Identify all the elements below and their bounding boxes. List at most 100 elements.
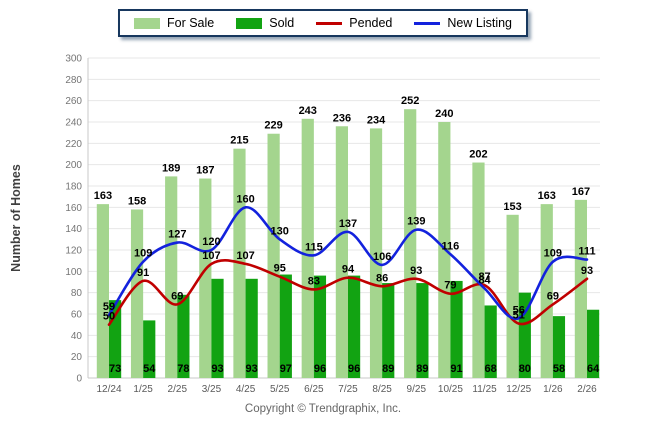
y-tick-label: 120	[65, 246, 82, 257]
y-tick-label: 0	[76, 374, 82, 385]
sold-value-label: 89	[416, 363, 428, 375]
pended-value-label: 107	[202, 250, 220, 262]
legend-item-new-listing: New Listing	[414, 16, 512, 30]
for-sale-bar	[574, 199, 587, 378]
new-listing-line	[107, 206, 589, 320]
new-listing-value-label: 109	[134, 248, 152, 260]
pended-value-label: 50	[103, 311, 115, 323]
pended-value-label: 51	[513, 310, 525, 322]
x-tick-label: 12/24	[96, 384, 121, 395]
new-listing-value-label: 160	[236, 193, 254, 205]
sold-value-label: 93	[211, 363, 223, 375]
new-listing-value-label: 59	[103, 301, 115, 313]
y-tick-label: 60	[71, 310, 83, 321]
sold-swatch	[236, 17, 263, 29]
y-tick-label: 80	[71, 288, 83, 299]
for-sale-value-label: 252	[401, 95, 419, 107]
sold-value-label: 93	[246, 363, 258, 375]
for-sale-value-label: 163	[538, 190, 556, 202]
x-tick-label: 8/25	[372, 384, 392, 395]
x-tick-label: 12/25	[506, 384, 531, 395]
legend-label-sold: Sold	[269, 16, 295, 30]
chart-canvas: 0 20 40 60 80 100 120 140 160 180 200 220 240 260 280 3…	[9, 54, 600, 396]
sold-value-label: 78	[177, 363, 189, 375]
sold-value-label: 97	[280, 363, 292, 375]
legend-item-sold: Sold	[236, 16, 294, 30]
sold-bar	[450, 280, 463, 378]
for-sale-value-label: 163	[94, 190, 112, 202]
for-sale-swatch	[133, 17, 160, 29]
sold-bar	[484, 305, 497, 378]
chart-legend: For Sale Sold Pended New Listing	[117, 9, 529, 37]
x-tick-label: 2/25	[168, 384, 188, 395]
y-tick-label: 240	[65, 118, 82, 129]
x-tick-label: 10/25	[438, 384, 463, 395]
y-tick-label: 300	[65, 54, 82, 65]
sold-bar	[382, 283, 395, 378]
for-sale-value-label: 167	[572, 186, 590, 198]
y-axis-title: Number of Homes	[9, 164, 23, 272]
for-sale-value-label: 236	[333, 112, 351, 124]
for-sale-value-label: 202	[469, 149, 487, 161]
for-sale-value-label: 158	[128, 195, 146, 207]
y-tick-label: 160	[65, 203, 82, 214]
copyright-text: Copyright © Trendgraphix, Inc.	[244, 403, 402, 415]
for-sale-value-label: 243	[299, 105, 317, 117]
pended-value-label: 93	[410, 265, 422, 277]
for-sale-bar	[404, 109, 417, 378]
pended-value-label: 86	[376, 272, 388, 284]
pended-value-label: 107	[236, 250, 254, 262]
for-sale-value-label: 234	[367, 114, 386, 126]
for-sale-bar	[130, 209, 144, 378]
y-tick-label: 40	[71, 331, 83, 342]
pended-value-label: 69	[547, 290, 559, 302]
sold-bar	[416, 283, 429, 378]
x-tick-label: 11/25	[472, 384, 497, 395]
x-tick-label: 6/25	[304, 384, 324, 395]
legend-item-for-sale: For Sale	[133, 16, 215, 30]
for-sale-bar	[335, 126, 348, 379]
pended-value-label: 95	[274, 263, 286, 275]
for-sale-value-label: 215	[230, 135, 248, 147]
pended-value-label: 83	[308, 275, 320, 287]
for-sale-bar	[165, 176, 178, 378]
x-tick-label: 9/25	[407, 384, 427, 395]
new-listing-value-label: 137	[339, 218, 357, 230]
sold-bar	[177, 294, 190, 378]
pended-value-label: 93	[581, 265, 593, 277]
sold-value-label: 80	[519, 363, 531, 375]
for-sale-bar	[301, 118, 314, 379]
x-tick-label: 1/25	[133, 384, 153, 395]
new-listing-value-label: 56	[513, 304, 525, 316]
sold-bar	[313, 275, 327, 378]
x-tick-label: 3/25	[202, 384, 222, 395]
pended-value-label: 69	[171, 290, 183, 302]
y-tick-label: 280	[65, 75, 82, 86]
new-listing-value-label: 130	[271, 225, 289, 237]
sold-value-label: 64	[587, 363, 600, 375]
for-sale-bar	[199, 178, 212, 378]
sold-bar	[211, 278, 224, 378]
for-sale-value-label: 189	[162, 162, 180, 174]
pended-value-label: 79	[444, 280, 456, 292]
new-listing-value-label: 127	[168, 229, 186, 241]
for-sale-bar	[96, 204, 109, 378]
y-tick-label: 200	[65, 160, 82, 171]
new-listing-value-label: 115	[305, 241, 323, 253]
sold-value-label: 89	[382, 363, 394, 375]
y-tick-label: 180	[65, 182, 82, 193]
pended-value-label: 94	[342, 264, 355, 276]
sold-bar	[245, 278, 258, 378]
sold-bar	[348, 275, 361, 378]
y-tick-label: 140	[65, 224, 82, 235]
sold-value-label: 73	[109, 363, 121, 375]
y-tick-label: 260	[65, 96, 82, 107]
pended-line-swatch	[316, 21, 343, 25]
pended-value-label: 91	[137, 267, 149, 279]
legend-item-pended: Pended	[316, 16, 392, 30]
sold-value-label: 96	[348, 363, 360, 375]
x-tick-label: 1/26	[543, 384, 563, 395]
new-listing-value-label: 120	[202, 236, 220, 248]
legend-label-for-sale: For Sale	[166, 16, 215, 30]
new-listing-value-label: 84	[478, 274, 491, 286]
